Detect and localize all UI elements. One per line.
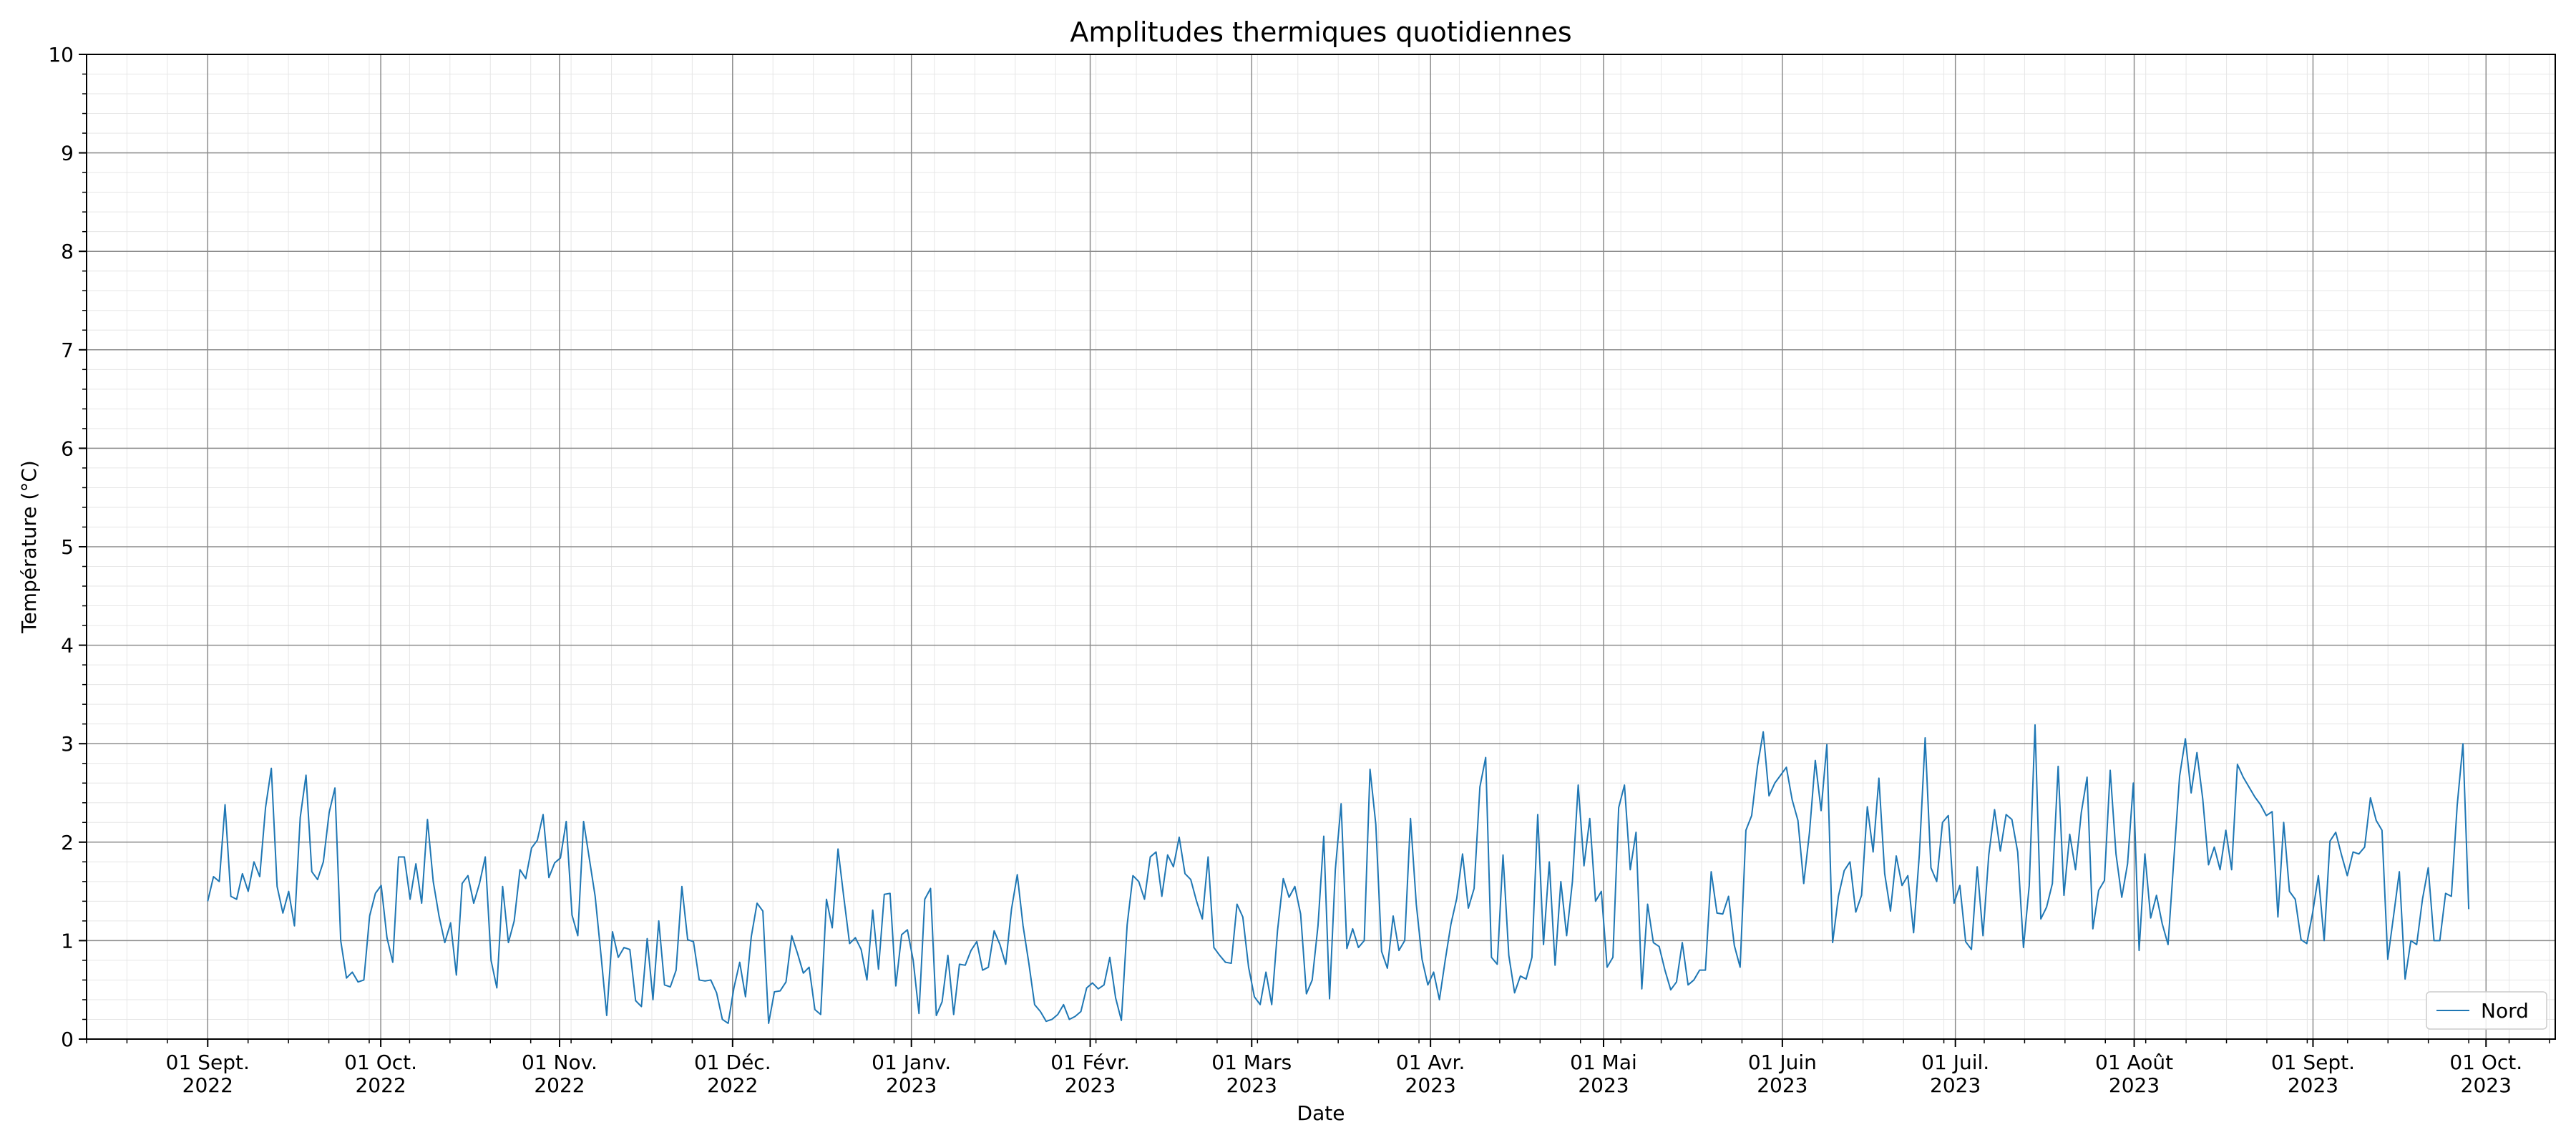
- x-tick-label: 01 Déc. 2022: [694, 1051, 771, 1097]
- chart-title: Amplitudes thermiques quotidiennes: [1070, 16, 1571, 48]
- x-tick-label-line: 2023: [1226, 1073, 1277, 1097]
- x-tick-label-line: 01 Août: [2095, 1051, 2173, 1074]
- x-tick-label-line: 01 Oct.: [2449, 1051, 2522, 1074]
- y-tick-label: 0: [61, 1028, 74, 1051]
- x-tick-label-line: 01 Mars: [1211, 1051, 1292, 1074]
- x-tick-label-line: 01 Avr.: [1396, 1051, 1465, 1074]
- x-tick-label-line: 01 Sept.: [2271, 1051, 2355, 1074]
- x-axis-label: Date: [1297, 1101, 1345, 1125]
- x-tick-label: 01 Juin 2023: [1748, 1051, 1817, 1097]
- y-tick-label: 6: [61, 437, 74, 460]
- x-tick-label-line: 01 Nov.: [522, 1051, 597, 1074]
- y-axis-label: Température (°C): [17, 460, 41, 634]
- x-tick-label-line: 01 Mai: [1570, 1051, 1637, 1074]
- series-layer: [207, 724, 2470, 1024]
- x-tick-label-line: 2023: [2288, 1073, 2338, 1097]
- series-line-nord: [207, 724, 2470, 1024]
- x-tick-label-line: 2023: [1930, 1073, 1981, 1097]
- x-tick-label: 01 Août 2023: [2095, 1051, 2173, 1097]
- x-tick-label-line: 01 Janv.: [872, 1051, 951, 1074]
- x-tick-label: 01 Janv. 2023: [872, 1051, 951, 1097]
- legend-box: [2426, 991, 2547, 1030]
- x-tick-label: 01 Mai 2023: [1570, 1051, 1637, 1097]
- x-tick-label-line: 2022: [707, 1073, 758, 1097]
- x-tick-label-line: 01 Oct.: [344, 1051, 417, 1074]
- x-tick-label-line: 01 Déc.: [694, 1051, 771, 1074]
- x-tick-label-line: 2023: [1065, 1073, 1116, 1097]
- x-tick-label: 01 Sept. 2022: [166, 1051, 250, 1097]
- x-tick-label-line: 2023: [2461, 1073, 2512, 1097]
- x-tick-label: 01 Oct. 2022: [344, 1051, 417, 1097]
- y-tick-label: 3: [61, 732, 74, 756]
- x-tick-label: 01 Nov. 2022: [522, 1051, 597, 1097]
- y-tick-label: 7: [61, 338, 74, 362]
- y-tick-label: 2: [61, 831, 74, 854]
- y-tick-label: 4: [61, 634, 74, 658]
- x-tick-label-line: 01 Sept.: [166, 1051, 250, 1074]
- y-tick-label: 8: [61, 240, 74, 263]
- x-tick-label: 01 Févr. 2023: [1050, 1051, 1130, 1097]
- y-tick-label: 9: [61, 142, 74, 165]
- x-tick-label: 01 Juil. 2023: [1921, 1051, 1989, 1097]
- x-tick-label-line: 2023: [1578, 1073, 1629, 1097]
- x-tick-label: 01 Avr. 2023: [1396, 1051, 1465, 1097]
- x-tick-label-line: 2022: [534, 1073, 585, 1097]
- x-tick-label: 01 Mars 2023: [1211, 1051, 1292, 1097]
- legend-label: Nord: [2481, 999, 2529, 1023]
- y-tick-label: 1: [61, 929, 74, 952]
- y-tick-label: 10: [48, 43, 74, 67]
- x-tick-label-line: 2023: [2109, 1073, 2160, 1097]
- x-tick-label-line: 01 Juil.: [1921, 1051, 1989, 1074]
- x-tick-label: 01 Oct. 2023: [2449, 1051, 2522, 1097]
- y-tick-label: 5: [61, 535, 74, 559]
- x-tick-label-line: 2022: [182, 1073, 233, 1097]
- x-tick-label-line: 01 Juin: [1748, 1051, 1817, 1074]
- x-tick-label-line: 2023: [1405, 1073, 1456, 1097]
- x-tick-label-line: 2023: [886, 1073, 937, 1097]
- axis-ticks: [79, 54, 2550, 1047]
- x-tick-label-line: 2022: [355, 1073, 406, 1097]
- legend: Nord: [2426, 991, 2547, 1030]
- x-tick-label-line: 01 Févr.: [1050, 1051, 1130, 1074]
- x-tick-label: 01 Sept. 2023: [2271, 1051, 2355, 1097]
- x-tick-label-line: 2023: [1757, 1073, 1807, 1097]
